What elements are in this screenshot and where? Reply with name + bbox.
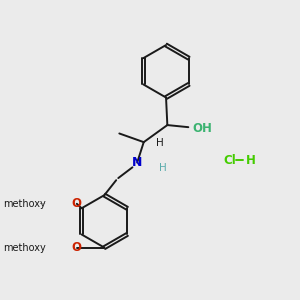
Text: H: H [246,154,256,167]
Text: methoxy: methoxy [3,199,46,209]
Text: methoxy: methoxy [3,243,46,253]
Text: H: H [155,138,163,148]
Text: N: N [131,156,142,169]
Text: Cl: Cl [224,154,236,167]
Text: methoxy: methoxy [40,203,46,204]
Text: OH: OH [192,122,212,135]
Text: H: H [159,164,167,173]
Text: O: O [71,241,81,254]
Text: O: O [71,197,81,210]
